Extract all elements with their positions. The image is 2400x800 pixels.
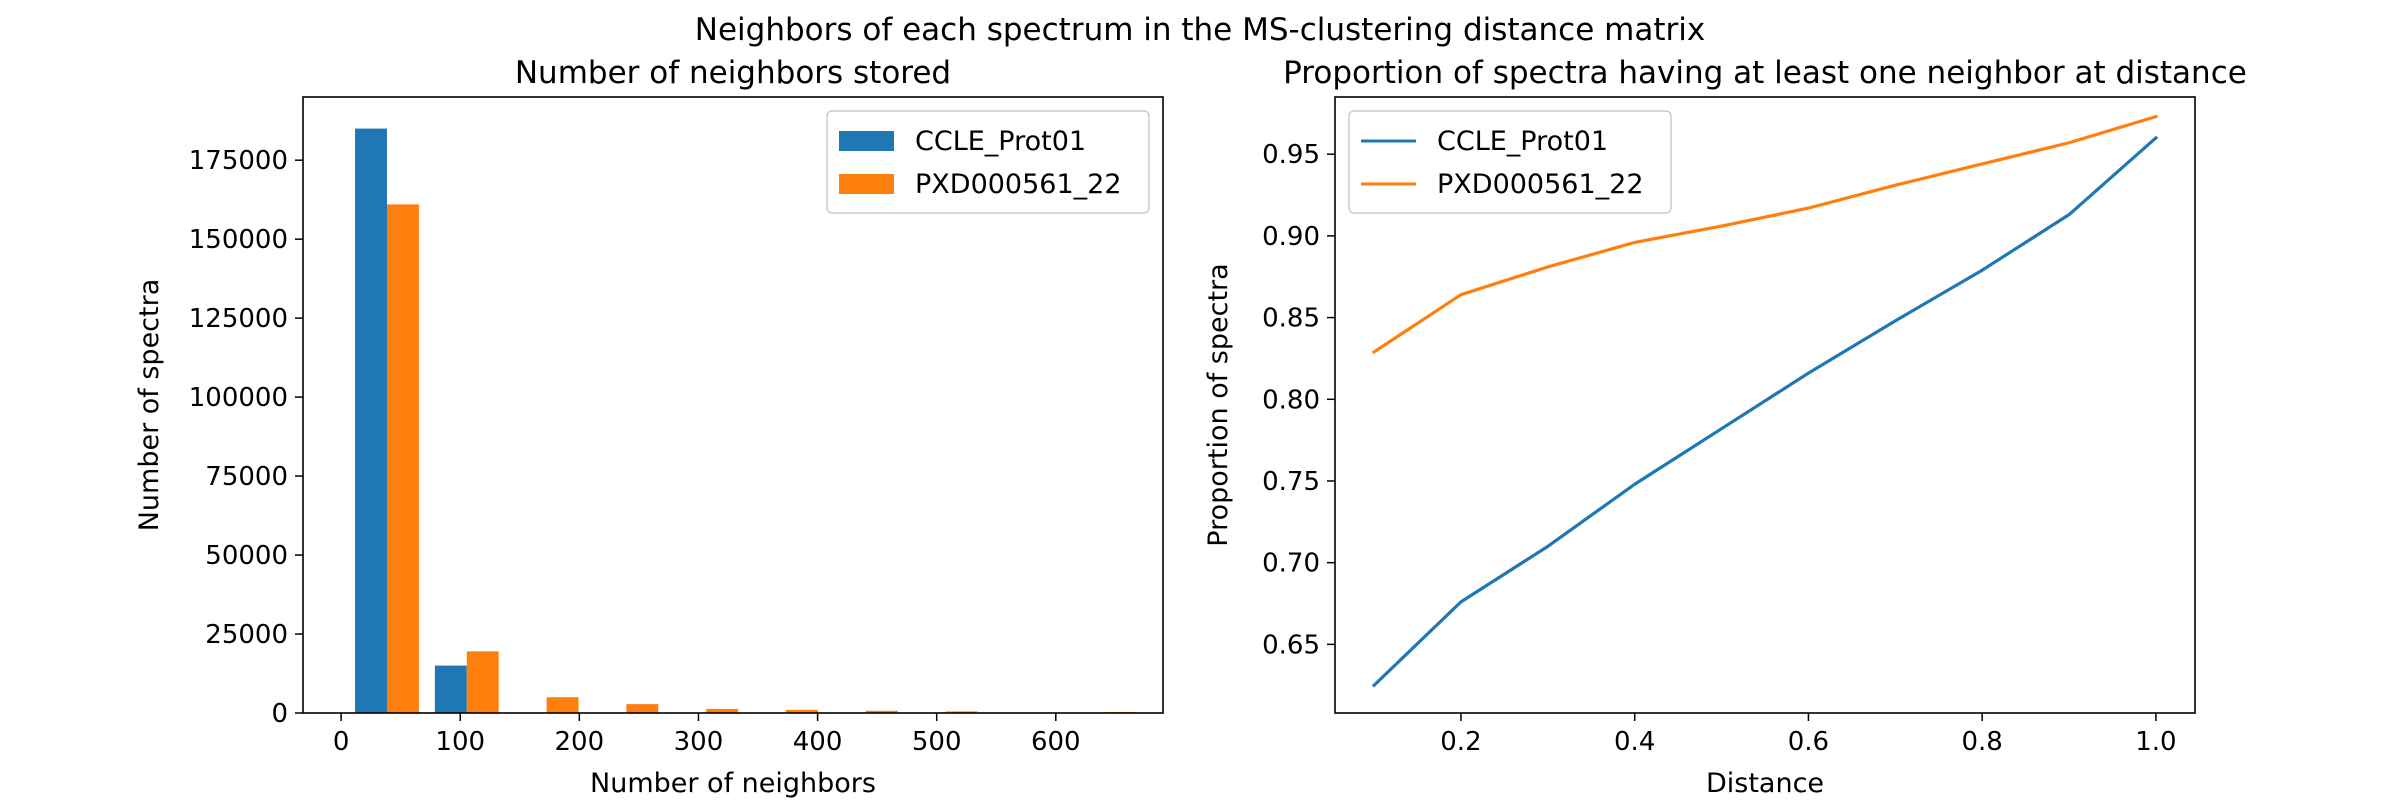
x-tick-label: 1.0 — [2135, 727, 2176, 757]
bar-pxd000561-22 — [626, 704, 659, 713]
x-tick-label: 0 — [333, 727, 350, 757]
x-tick-label: 500 — [912, 727, 962, 757]
y-tick-label: 50000 — [205, 541, 288, 571]
y-tick-label: 0.95 — [1262, 140, 1320, 170]
y-tick-label: 100000 — [189, 383, 288, 413]
legend: CCLE_Prot01 PXD000561_22 — [826, 110, 1150, 214]
y-axis-label: Number of spectra — [134, 279, 165, 532]
x-tick-label: 0.4 — [1614, 727, 1655, 757]
x-tick-label: 100 — [435, 727, 485, 757]
y-axis-label: Proportion of spectra — [1203, 263, 1234, 546]
x-tick-label: 400 — [793, 727, 843, 757]
plot-frame — [1334, 96, 2196, 714]
y-tick-label: 150000 — [189, 225, 288, 255]
legend-swatch — [839, 131, 894, 151]
legend-swatch — [839, 174, 894, 194]
proportion-line-chart: Proportion of spectra having at least on… — [1203, 55, 2247, 799]
x-axis-label: Distance — [1706, 768, 1824, 799]
y-tick-label: 0.70 — [1262, 549, 1320, 579]
y-tick-label: 0 — [271, 699, 288, 729]
legend-label-2: PXD000561_22 — [1437, 169, 1644, 200]
y-tick-label: 125000 — [189, 304, 288, 334]
y-tick-label: 75000 — [205, 462, 288, 492]
x-tick-label: 0.8 — [1961, 727, 2002, 757]
y-tick-label: 0.90 — [1262, 222, 1320, 252]
x-tick-label: 300 — [674, 727, 724, 757]
chart-title: Number of neighbors stored — [515, 55, 951, 91]
bar-ccle-prot01 — [355, 128, 387, 714]
legend: CCLE_Prot01 PXD000561_22 — [1348, 110, 1672, 214]
x-tick-label: 0.2 — [1440, 727, 1481, 757]
legend-label-1: CCLE_Prot01 — [915, 126, 1086, 157]
y-tick-label: 0.85 — [1262, 304, 1320, 334]
bar-pxd000561-22 — [466, 651, 499, 713]
legend-label-2: PXD000561_22 — [915, 169, 1122, 200]
y-tick-label: 0.65 — [1262, 630, 1320, 660]
x-tick-label: 200 — [555, 727, 605, 757]
bar-pxd000561-22 — [865, 710, 898, 713]
chart-title: Proportion of spectra having at least on… — [1283, 55, 2247, 91]
line-series-pxd000561-22 — [1371, 114, 2158, 355]
line-series-ccle-prot01 — [1371, 135, 2159, 688]
bar-pxd000561-22 — [386, 204, 419, 713]
x-tick-label: 600 — [1031, 727, 1081, 757]
legend-box — [1348, 110, 1672, 214]
bar-pxd000561-22 — [706, 708, 739, 713]
bar-pxd000561-22 — [546, 697, 579, 713]
histogram-chart: Number of neighbors stored 0 100 200 300 400 5… — [134, 55, 1164, 799]
legend-label-1: CCLE_Prot01 — [1437, 126, 1608, 157]
y-tick-label: 25000 — [205, 620, 288, 650]
x-axis-label: Number of neighbors — [590, 768, 876, 799]
y-tick-label: 175000 — [189, 146, 288, 176]
x-tick-label: 0.6 — [1788, 727, 1829, 757]
y-tick-label: 0.75 — [1262, 467, 1320, 497]
figure-suptitle: Neighbors of each spectrum in the MS-clu… — [695, 12, 1705, 48]
bar-ccle-prot01 — [434, 665, 467, 713]
bar-pxd000561-22 — [786, 709, 818, 713]
plot-frame — [302, 96, 1164, 714]
legend-box — [826, 110, 1150, 214]
y-tick-label: 0.80 — [1262, 385, 1320, 415]
